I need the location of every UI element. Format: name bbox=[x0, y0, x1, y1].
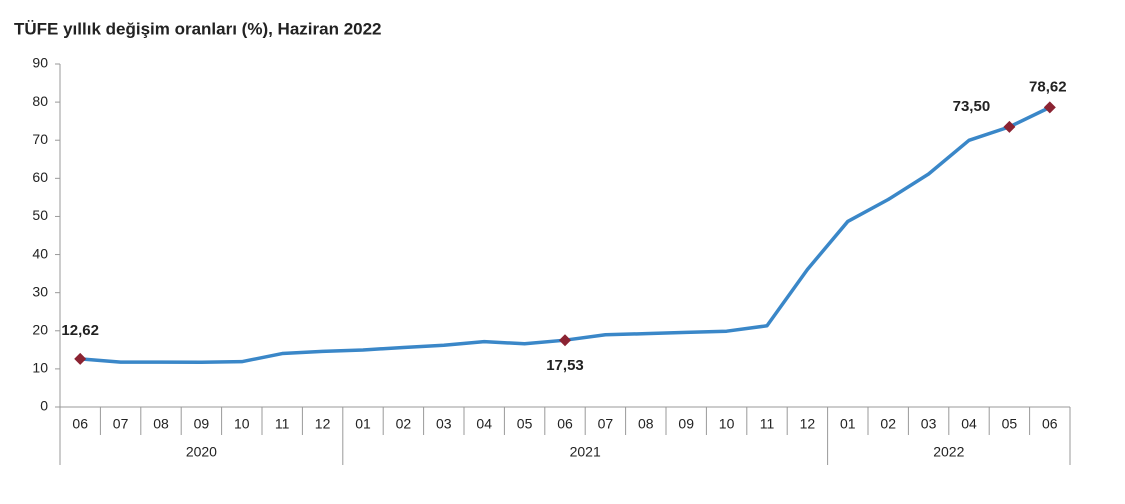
line bbox=[80, 105, 1051, 364]
y-tick-label: 60 bbox=[32, 169, 48, 185]
y-tick-label: 10 bbox=[32, 360, 48, 376]
x-tick-label: 09 bbox=[678, 416, 694, 432]
x-tick-label: 04 bbox=[961, 416, 977, 432]
x-tick-label: 06 bbox=[1042, 416, 1058, 432]
chart-title: TÜFE yıllık değişim oranları (%), Hazira… bbox=[14, 19, 382, 38]
x-tick-label: 01 bbox=[840, 416, 856, 432]
y-tick-label: 90 bbox=[32, 55, 48, 71]
x-tick-label: 10 bbox=[234, 416, 250, 432]
year-label: 2020 bbox=[186, 444, 217, 460]
x-tick-label: 06 bbox=[557, 416, 573, 432]
y-tick-label: 70 bbox=[32, 131, 48, 147]
x-tick-label: 04 bbox=[476, 416, 492, 432]
x-tick-label: 08 bbox=[638, 416, 654, 432]
data-label: 17,53 bbox=[546, 357, 584, 374]
x-tick-label: 12 bbox=[315, 416, 331, 432]
x-tick-label: 02 bbox=[880, 416, 896, 432]
marker bbox=[1043, 101, 1056, 114]
marker bbox=[559, 334, 571, 347]
y-tick-label: 50 bbox=[32, 207, 48, 223]
marker bbox=[74, 352, 87, 365]
x-tick-label: 07 bbox=[113, 416, 129, 432]
x-tick-label: 07 bbox=[598, 416, 614, 432]
x-tick-label: 11 bbox=[760, 416, 775, 432]
marker bbox=[1003, 120, 1016, 133]
x-tick-label: 08 bbox=[153, 416, 169, 432]
y-tick-label: 40 bbox=[32, 245, 48, 261]
x-tick-label: 10 bbox=[719, 416, 735, 432]
y-tick-label: 80 bbox=[32, 93, 48, 109]
data-label: 12,62 bbox=[61, 322, 99, 339]
x-tick-label: 02 bbox=[396, 416, 412, 432]
y-tick-label: 30 bbox=[32, 283, 48, 299]
x-tick-label: 09 bbox=[194, 416, 210, 432]
year-label: 2021 bbox=[570, 444, 601, 460]
x-tick-label: 05 bbox=[517, 416, 533, 432]
y-tick-label: 0 bbox=[40, 398, 48, 414]
x-tick-label: 05 bbox=[1002, 416, 1018, 432]
x-tick-label: 03 bbox=[921, 416, 937, 432]
year-label: 2022 bbox=[933, 444, 964, 460]
x-tick-label: 12 bbox=[800, 416, 816, 432]
x-tick-label: 11 bbox=[275, 416, 290, 432]
x-tick-label: 01 bbox=[355, 416, 371, 432]
data-label: 78,62 bbox=[1029, 78, 1067, 95]
data-label: 73,50 bbox=[953, 98, 991, 115]
y-tick-label: 20 bbox=[32, 321, 48, 337]
x-tick-label: 06 bbox=[72, 416, 88, 432]
x-tick-label: 03 bbox=[436, 416, 452, 432]
